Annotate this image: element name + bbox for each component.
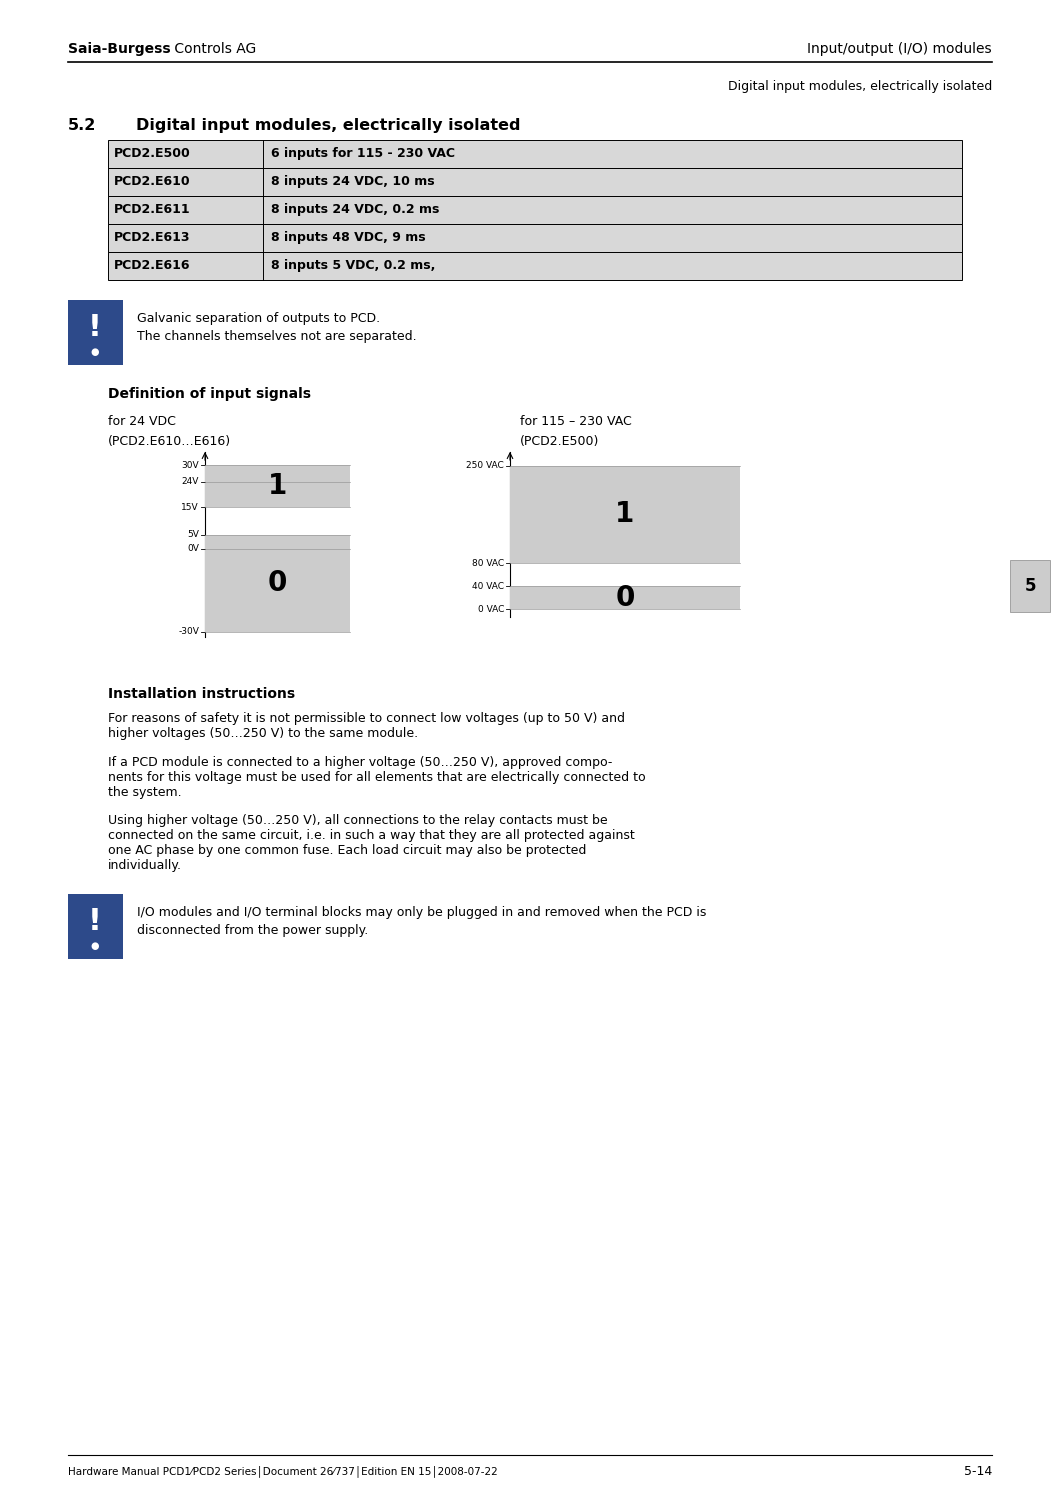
Bar	[108, 224, 962, 252]
Text: I/O modules and I/O terminal blocks may only be plugged in and removed when the : I/O modules and I/O terminal blocks may …	[137, 906, 706, 920]
Text: PCD2.E610: PCD2.E610	[114, 176, 191, 188]
Text: PCD2.E500: PCD2.E500	[114, 147, 191, 160]
Text: For reasons of safety it is not permissible to connect low voltages (up to 50 V): For reasons of safety it is not permissi…	[108, 712, 625, 740]
Text: Hardware Manual PCD1⁄PCD2 Series│Document 26⁄737│Edition EN 15│2008-07-22: Hardware Manual PCD1⁄PCD2 Series│Documen…	[68, 1466, 498, 1478]
Text: Input/output (I/O) modules: Input/output (I/O) modules	[808, 42, 992, 56]
Text: 1: 1	[268, 472, 287, 500]
Text: !: !	[88, 314, 102, 342]
Text: Digital input modules, electrically isolated: Digital input modules, electrically isol…	[728, 80, 992, 93]
Text: 1: 1	[616, 501, 635, 528]
Bar	[108, 252, 962, 280]
Text: Galvanic separation of outputs to PCD.: Galvanic separation of outputs to PCD.	[137, 312, 381, 326]
Text: 5V: 5V	[188, 531, 199, 540]
Text: 8 inputs 24 VDC, 10 ms: 8 inputs 24 VDC, 10 ms	[271, 176, 435, 188]
Text: 15V: 15V	[181, 503, 199, 512]
Text: 0 VAC: 0 VAC	[478, 604, 503, 613]
Text: 0V: 0V	[188, 544, 199, 554]
Text: disconnected from the power supply.: disconnected from the power supply.	[137, 924, 368, 938]
Text: (PCD2.E610…E616): (PCD2.E610…E616)	[108, 435, 231, 448]
Text: 30V: 30V	[181, 460, 199, 470]
Text: for 115 – 230 VAC: for 115 – 230 VAC	[520, 416, 632, 428]
Text: 0: 0	[615, 584, 635, 612]
Text: 6 inputs for 115 - 230 VAC: 6 inputs for 115 - 230 VAC	[271, 147, 455, 160]
Text: PCD2.E611: PCD2.E611	[114, 202, 191, 216]
Bar	[68, 894, 123, 958]
Text: 8 inputs 5 VDC, 0.2 ms,: 8 inputs 5 VDC, 0.2 ms,	[271, 260, 436, 272]
Text: 5.2: 5.2	[68, 118, 96, 134]
Text: ●: ●	[91, 346, 100, 357]
Bar	[108, 168, 962, 196]
Text: Controls AG: Controls AG	[170, 42, 257, 56]
Bar	[205, 465, 350, 507]
Bar	[510, 586, 740, 609]
Bar	[510, 465, 740, 562]
Text: for 24 VDC: for 24 VDC	[108, 416, 176, 428]
Bar	[68, 300, 123, 364]
Bar	[108, 140, 962, 168]
Text: 5-14: 5-14	[964, 1466, 992, 1478]
Text: 0: 0	[268, 570, 287, 597]
Text: 8 inputs 24 VDC, 0.2 ms: 8 inputs 24 VDC, 0.2 ms	[271, 202, 440, 216]
Bar	[1010, 560, 1050, 612]
Text: 40 VAC: 40 VAC	[472, 582, 503, 591]
Text: 5: 5	[1024, 578, 1036, 596]
Text: Saia-Burgess: Saia-Burgess	[68, 42, 171, 56]
Bar	[205, 536, 350, 632]
Text: 80 VAC: 80 VAC	[472, 558, 503, 567]
Text: If a PCD module is connected to a higher voltage (50…250 V), approved compo-
nen: If a PCD module is connected to a higher…	[108, 756, 646, 800]
Text: Digital input modules, electrically isolated: Digital input modules, electrically isol…	[136, 118, 520, 134]
Text: PCD2.E613: PCD2.E613	[114, 231, 191, 244]
Text: The channels themselves not are separated.: The channels themselves not are separate…	[137, 330, 417, 344]
Text: Using higher voltage (50…250 V), all connections to the relay contacts must be
c: Using higher voltage (50…250 V), all con…	[108, 815, 635, 872]
Text: -30V: -30V	[178, 627, 199, 636]
Text: Definition of input signals: Definition of input signals	[108, 387, 311, 400]
Text: PCD2.E616: PCD2.E616	[114, 260, 191, 272]
Text: ●: ●	[91, 940, 100, 951]
Bar	[108, 196, 962, 223]
Text: (PCD2.E500): (PCD2.E500)	[520, 435, 599, 448]
Text: 250 VAC: 250 VAC	[466, 460, 503, 470]
Text: !: !	[88, 908, 102, 936]
Text: 8 inputs 48 VDC, 9 ms: 8 inputs 48 VDC, 9 ms	[271, 231, 426, 244]
Text: 24V: 24V	[181, 477, 199, 486]
Text: Installation instructions: Installation instructions	[108, 687, 295, 700]
